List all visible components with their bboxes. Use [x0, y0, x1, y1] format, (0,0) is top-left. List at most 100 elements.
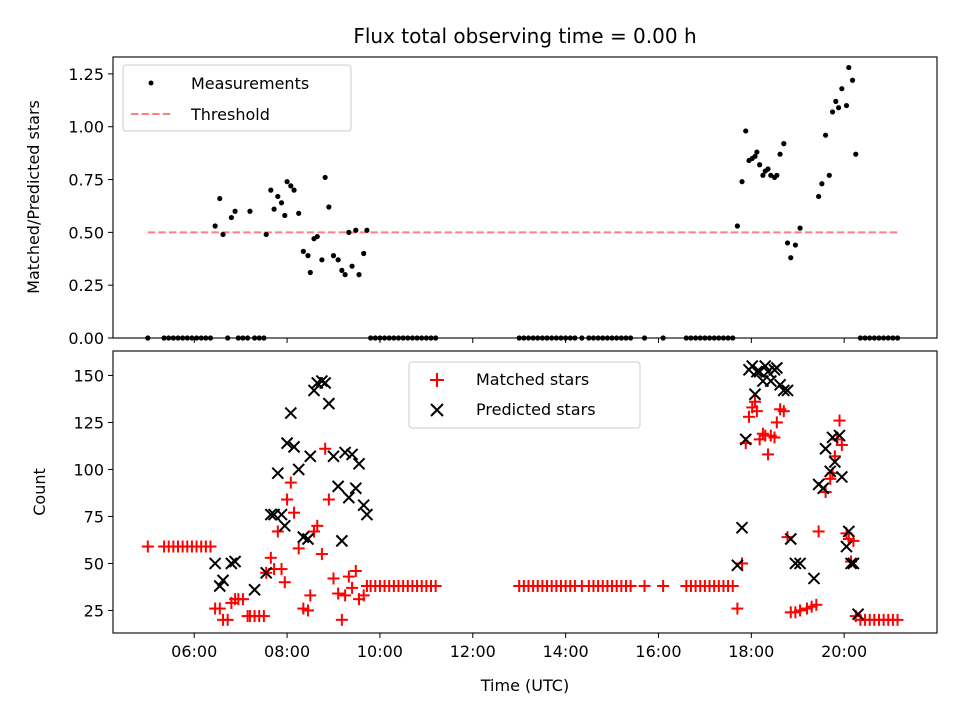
measurement-point	[330, 253, 337, 259]
measurement-point	[307, 269, 313, 276]
measurement-point	[846, 64, 852, 71]
predicted-star-point	[287, 440, 301, 454]
measurement-point	[792, 242, 799, 248]
y-tick-label: 125	[73, 413, 104, 432]
top-x-ticks	[193, 338, 845, 343]
matched-star-point	[319, 442, 332, 455]
x-tick-label: 14:00	[543, 642, 589, 661]
measurement-point	[843, 102, 850, 109]
matched-star-point	[322, 493, 335, 506]
y-tick-label: 0.75	[68, 171, 104, 190]
x-tick-label: 10:00	[357, 642, 403, 661]
predicted-star-point	[284, 406, 298, 420]
matched-star-point	[810, 598, 823, 611]
y-tick-label: 1.25	[68, 65, 104, 84]
matched-star-point	[342, 570, 355, 583]
predicted-star-point	[847, 557, 860, 570]
measurement-point	[777, 151, 783, 157]
measurement-point	[356, 272, 362, 278]
x-tick-label: 16:00	[635, 642, 681, 661]
predicted-star-point	[781, 384, 794, 397]
x-tick-label: 08:00	[264, 642, 310, 661]
matched-star-point	[271, 525, 284, 538]
matched-star-point	[346, 581, 359, 594]
predicted-star-point	[793, 557, 807, 570]
measurement-point	[220, 231, 226, 238]
matched-star-point	[275, 563, 288, 576]
measurement-point	[282, 212, 288, 219]
matched-star-point	[301, 604, 314, 617]
bottom-y-axis-label: Count	[30, 468, 49, 516]
matched-star-point	[213, 602, 226, 615]
matched-star-point	[349, 564, 362, 577]
measurement-point	[833, 98, 839, 104]
matched-star-point	[332, 587, 345, 600]
measurement-point	[364, 227, 370, 233]
measurement-point	[314, 233, 320, 240]
matched-star-point	[749, 395, 762, 408]
predicted-star-point	[335, 534, 349, 548]
matched-star-point	[204, 540, 217, 553]
measurement-point	[228, 214, 234, 221]
measurement-point	[760, 172, 766, 178]
measurement-point	[734, 223, 740, 229]
matched-star-point	[311, 519, 324, 532]
matched-star-point	[762, 448, 775, 461]
measurement-point	[275, 193, 281, 200]
matched-star-point	[812, 525, 825, 538]
matched-star-point	[236, 593, 249, 606]
measurement-point	[353, 227, 359, 233]
measurement-point	[361, 250, 367, 257]
predicted-star-point	[835, 470, 849, 484]
measurement-point	[322, 174, 328, 181]
legend-predicted-marker	[430, 403, 444, 417]
y-tick-label: 0.50	[68, 223, 104, 242]
matched-star-point	[327, 572, 340, 585]
predicted-star-point	[331, 480, 345, 493]
x-axis-label: Time (UTC)	[480, 676, 569, 695]
matched-star-point	[281, 493, 294, 506]
predicted-star-point	[338, 446, 352, 459]
predicted-star-point	[739, 433, 752, 446]
x-tick-label: 18:00	[728, 642, 774, 661]
predicted-star-point	[318, 376, 332, 390]
matched-star-point	[794, 604, 807, 617]
predicted-star-point	[275, 508, 288, 521]
predicted-star-point	[773, 378, 787, 392]
legend-matched-marker	[430, 373, 444, 387]
predicted-star-point	[807, 572, 821, 585]
y-tick-label: 0.25	[68, 276, 104, 295]
measurement-point	[739, 179, 745, 185]
matched-star-point	[292, 542, 305, 555]
measurement-point	[826, 172, 832, 178]
top-y-axis-label: Matched/Predicted stars	[24, 100, 43, 294]
measurement-point	[288, 183, 294, 189]
matched-star-point	[429, 580, 442, 592]
measurement-point	[819, 181, 825, 187]
measurement-point	[816, 193, 822, 200]
measurement-point	[278, 200, 285, 206]
predicted-star-point	[342, 491, 356, 504]
y-tick-label: 75	[84, 507, 104, 526]
y-tick-label: 50	[84, 554, 104, 573]
matched-star-point	[835, 439, 848, 451]
predicted-star-point	[750, 365, 764, 378]
measurement-point	[774, 172, 780, 178]
matched-star-point	[750, 405, 763, 418]
predicted-star-point	[304, 450, 317, 463]
predicted-star-point	[264, 508, 278, 521]
measurement-point	[346, 229, 352, 235]
y-tick-label: 100	[73, 460, 104, 479]
predicted-star-point	[292, 463, 305, 476]
measurement-point	[784, 240, 791, 246]
matched-star-point	[288, 506, 301, 519]
predicted-star-point	[842, 525, 856, 538]
measurement-point	[247, 208, 253, 214]
measurement-point	[788, 255, 794, 261]
top-plot-area	[145, 64, 901, 341]
measurement-point	[296, 210, 302, 216]
top-y-ticks: 0.00 0.25 0.50 0.75 1.00 1.25	[68, 65, 113, 348]
predicted-star-point	[777, 384, 791, 397]
predicted-star-point	[349, 482, 362, 495]
legend-predicted-label: Predicted stars	[476, 400, 596, 419]
